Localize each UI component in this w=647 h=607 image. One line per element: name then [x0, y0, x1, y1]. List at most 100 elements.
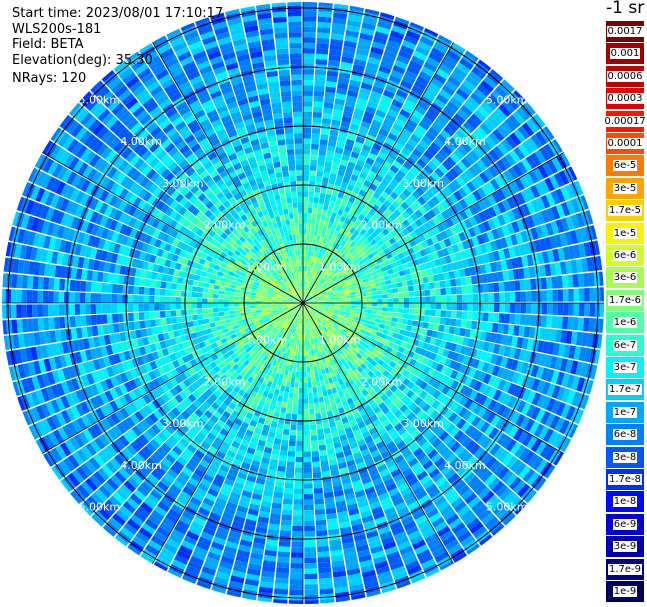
range-gate-cell [582, 273, 590, 287]
range-gate-cell [438, 240, 447, 249]
range-gate-cell [385, 252, 393, 260]
range-gate-cell [267, 323, 273, 328]
range-gate-cell [114, 410, 125, 422]
range-gate-cell [313, 304, 319, 306]
range-gate-cell [255, 526, 268, 534]
range-gate-cell [368, 51, 383, 61]
range-gate-cell [395, 322, 402, 329]
range-gate-cell [304, 292, 307, 299]
range-gate-cell [452, 133, 464, 145]
range-gate-cell [344, 392, 352, 400]
range-gate-cell [338, 72, 351, 80]
range-gate-cell [309, 311, 314, 316]
range-gate-cell [295, 306, 300, 312]
range-gate-cell [300, 313, 302, 319]
range-gate-cell [367, 276, 374, 282]
range-gate-cell [464, 492, 478, 505]
range-gate-cell [118, 352, 127, 363]
range-gate-cell [466, 96, 480, 109]
range-gate-cell [468, 216, 478, 227]
range-gate-cell [335, 356, 341, 363]
range-gate-cell [320, 259, 325, 266]
range-gate-cell [336, 265, 343, 271]
range-gate-cell [430, 196, 440, 206]
range-gate-cell [513, 427, 524, 441]
range-gate-cell [270, 319, 277, 324]
range-gate-cell [387, 245, 395, 253]
range-gate-cell [187, 416, 197, 426]
range-gate-cell [312, 297, 319, 300]
range-gate-cell [294, 339, 298, 345]
range-gate-cell [234, 418, 243, 427]
range-gate-cell [231, 570, 246, 579]
range-gate-cell [482, 208, 492, 220]
range-gate-cell [438, 89, 452, 101]
range-gate-cell [338, 267, 345, 273]
range-gate-cell [291, 371, 296, 377]
range-gate-cell [376, 70, 390, 80]
range-gate-cell [317, 369, 323, 376]
range-gate-cell [211, 402, 220, 411]
range-gate-cell [329, 304, 335, 307]
range-gate-cell [319, 329, 324, 336]
range-gate-cell [418, 494, 431, 505]
range-gate-cell [307, 376, 312, 383]
range-gate-cell [282, 498, 293, 505]
range-gate-cell [468, 204, 478, 216]
range-gate-cell [540, 277, 547, 290]
range-gate-cell [465, 440, 477, 452]
range-gate-cell [232, 324, 239, 330]
range-gate-cell [298, 398, 303, 404]
range-gate-cell [311, 327, 315, 334]
range-gate-cell [276, 367, 282, 374]
range-gate-cell [246, 317, 253, 322]
range-gate-cell [575, 258, 583, 273]
range-gate-cell [439, 530, 454, 542]
range-gate-cell [386, 381, 394, 389]
range-gate-cell [450, 286, 457, 295]
range-gate-cell [171, 407, 181, 417]
range-gate-cell [309, 333, 313, 340]
range-gate-cell [313, 96, 324, 103]
range-gate-cell [358, 154, 368, 162]
range-gate-cell [64, 353, 73, 367]
range-gate-cell [442, 348, 450, 358]
range-gate-cell [380, 319, 387, 325]
range-gate-cell [345, 454, 354, 462]
range-gate-cell [317, 269, 322, 276]
range-gate-cell [321, 385, 327, 392]
range-gate-cell [164, 355, 172, 364]
range-gate-cell [418, 224, 427, 234]
range-gate-cell [351, 523, 364, 532]
range-gate-cell [389, 229, 398, 237]
range-gate-cell [22, 362, 32, 378]
range-gate-cell [407, 261, 414, 268]
range-gate-cell [359, 32, 374, 41]
range-gate-cell [329, 544, 343, 552]
range-gate-cell [168, 449, 180, 460]
range-gate-cell [437, 460, 449, 472]
range-gate-cell [165, 380, 174, 390]
range-gate-cell [253, 320, 260, 325]
range-gate-cell [446, 303, 452, 311]
range-gate-cell [453, 190, 463, 201]
range-gate-cell [356, 359, 364, 366]
range-gate-cell [414, 396, 423, 406]
range-gate-cell [312, 295, 318, 299]
range-gate-cell [369, 147, 380, 156]
range-gate-cell [423, 61, 438, 73]
range-gate-cell [398, 297, 404, 303]
range-gate-cell [348, 345, 355, 352]
range-gate-cell [461, 452, 473, 464]
range-gate-cell [346, 238, 353, 245]
range-gate-cell [519, 175, 530, 189]
range-gate-cell [303, 159, 310, 166]
range-gate-cell [427, 209, 437, 219]
range-gate-cell [422, 528, 436, 540]
range-gate-cell [512, 384, 522, 397]
range-gate-cell [424, 261, 432, 270]
range-gate-cell [311, 143, 319, 150]
range-gate-cell [588, 318, 595, 333]
range-gate-cell [304, 573, 318, 580]
range-gate-cell [457, 505, 471, 518]
